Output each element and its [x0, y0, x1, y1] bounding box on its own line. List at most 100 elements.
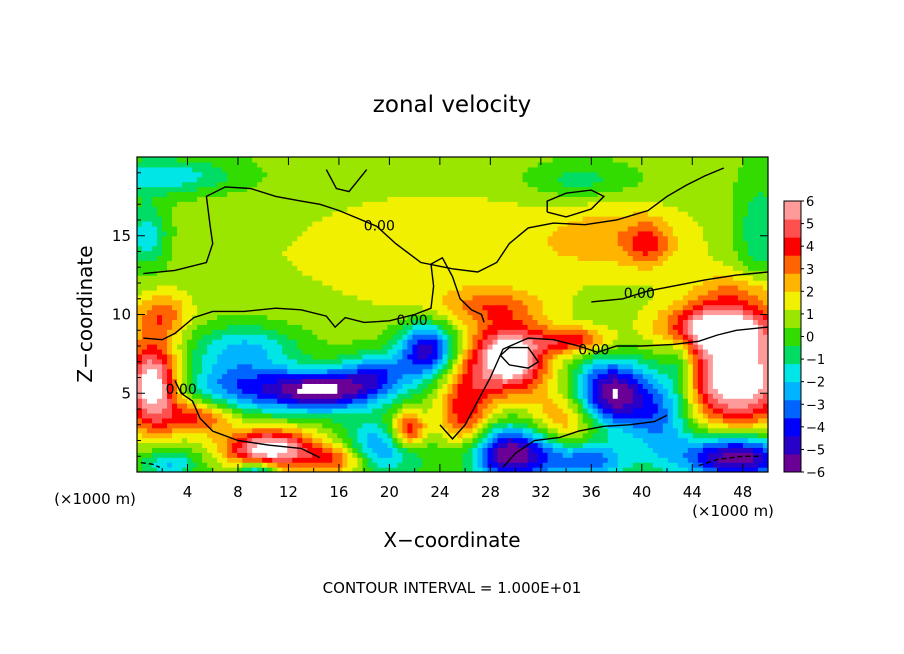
- heatmap-cell: [247, 216, 253, 222]
- heatmap-cell: [392, 378, 399, 384]
- heatmap-cell: [332, 353, 338, 360]
- heatmap-cell: [287, 467, 293, 472]
- heatmap-cell: [272, 467, 278, 472]
- heatmap-cell: [397, 186, 404, 193]
- heatmap-cell: [487, 235, 494, 242]
- heatmap-cell: [227, 324, 233, 330]
- heatmap-cell: [427, 220, 434, 227]
- heatmap-cell: [457, 324, 464, 330]
- heatmap-cell: [212, 186, 218, 193]
- heatmap-cell: [157, 206, 163, 212]
- heatmap-cell: [327, 363, 333, 370]
- heatmap-cell: [172, 319, 178, 325]
- heatmap-cell: [502, 240, 509, 247]
- heatmap-cell: [177, 181, 183, 188]
- heatmap-cell: [442, 432, 449, 439]
- heatmap-cell: [517, 467, 524, 472]
- heatmap-cell: [397, 408, 404, 414]
- heatmap-cell: [287, 358, 293, 365]
- heatmap-cell: [377, 383, 383, 389]
- heatmap-cell: [232, 422, 238, 429]
- heatmap-cell: [257, 393, 263, 399]
- heatmap-cell: [457, 437, 464, 444]
- heatmap-cell: [297, 324, 303, 330]
- heatmap-cell: [462, 304, 469, 311]
- heatmap-cell: [347, 412, 353, 419]
- heatmap-cell: [402, 181, 409, 188]
- heatmap-cell: [317, 294, 323, 301]
- heatmap-cell: [177, 245, 183, 252]
- heatmap-cell: [252, 437, 258, 444]
- heatmap-cell: [307, 211, 313, 217]
- heatmap-cell: [197, 275, 203, 281]
- heatmap-cell: [172, 216, 178, 222]
- heatmap-cell: [357, 353, 363, 360]
- heatmap-cell: [357, 270, 363, 276]
- heatmap-cell: [152, 393, 158, 399]
- heatmap-cell: [257, 309, 263, 316]
- heatmap-cell: [247, 240, 253, 247]
- heatmap-cell: [507, 329, 514, 335]
- heatmap-cell: [157, 314, 163, 321]
- heatmap-cell: [292, 157, 298, 163]
- heatmap-cell: [477, 275, 484, 281]
- heatmap-cell: [317, 447, 323, 453]
- heatmap-cell: [287, 309, 293, 316]
- heatmap-cell: [452, 398, 459, 404]
- heatmap-cell: [287, 265, 293, 271]
- heatmap-cell: [332, 181, 338, 188]
- heatmap-cell: [432, 196, 439, 202]
- heatmap-cell: [407, 353, 414, 360]
- heatmap-cell: [237, 452, 243, 458]
- heatmap-cell: [397, 467, 404, 472]
- heatmap-cell: [222, 314, 228, 321]
- heatmap-cell: [452, 216, 459, 222]
- heatmap-cell: [292, 353, 298, 360]
- heatmap-cell: [427, 388, 434, 394]
- heatmap-cell: [377, 260, 383, 266]
- heatmap-cell: [207, 294, 213, 301]
- heatmap-cell: [292, 280, 298, 286]
- heatmap-cell: [247, 348, 253, 355]
- heatmap-cell: [367, 225, 373, 232]
- heatmap-cell: [307, 157, 313, 163]
- heatmap-cell: [302, 398, 308, 404]
- heatmap-cell: [447, 304, 454, 311]
- heatmap-cell: [467, 319, 474, 325]
- heatmap-cell: [327, 299, 333, 306]
- heatmap-cell: [462, 432, 469, 439]
- heatmap-cell: [272, 324, 278, 330]
- heatmap-cell: [217, 363, 223, 370]
- heatmap-cell: [422, 393, 429, 399]
- heatmap-cell: [522, 186, 529, 193]
- heatmap-cell: [337, 334, 343, 340]
- heatmap-cell: [172, 388, 178, 394]
- heatmap-cell: [502, 442, 509, 448]
- heatmap-cell: [192, 166, 198, 173]
- heatmap-cell: [512, 452, 519, 458]
- heatmap-cell: [142, 373, 148, 380]
- heatmap-cell: [347, 462, 353, 468]
- heatmap-cell: [337, 275, 343, 281]
- heatmap-cell: [512, 398, 519, 404]
- heatmap-cell: [272, 216, 278, 222]
- heatmap-cell: [182, 166, 188, 173]
- heatmap-cell: [282, 255, 288, 261]
- heatmap-cell: [367, 181, 373, 188]
- heatmap-cell: [517, 403, 524, 409]
- heatmap-cell: [432, 383, 439, 389]
- heatmap-cell: [422, 373, 429, 380]
- heatmap-cell: [427, 348, 434, 355]
- heatmap-cell: [277, 220, 283, 227]
- heatmap-cell: [337, 250, 343, 257]
- heatmap-cell: [242, 265, 248, 271]
- heatmap-cell: [397, 373, 404, 380]
- heatmap-cell: [217, 206, 223, 212]
- heatmap-cell: [347, 289, 353, 296]
- heatmap-cell: [482, 353, 489, 360]
- heatmap-cell: [492, 201, 499, 207]
- heatmap-cell: [227, 191, 233, 197]
- heatmap-cell: [257, 186, 263, 193]
- heatmap-cell: [237, 294, 243, 301]
- heatmap-cell: [492, 230, 499, 237]
